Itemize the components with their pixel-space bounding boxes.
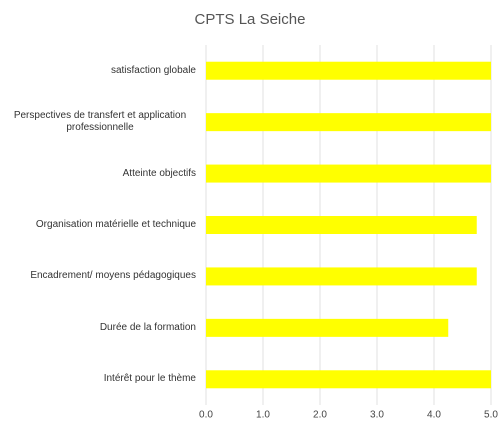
bar xyxy=(206,113,491,132)
x-tick-label: 5.0 xyxy=(484,410,498,421)
y-tick-label: satisfaction globale xyxy=(110,64,196,76)
category-label-box: Organisation matérielle et technique xyxy=(4,219,196,231)
x-tick-label: 2.0 xyxy=(313,410,327,421)
bar xyxy=(206,318,449,337)
category-label-box: Encadrement/ moyens pédagogiques xyxy=(4,270,196,282)
category-label-box: Intérêt pour le thème xyxy=(4,373,196,385)
x-tick-label: 3.0 xyxy=(370,410,384,421)
category-label-box: Durée de la formation xyxy=(4,322,196,334)
bar xyxy=(206,216,477,234)
category-label-box: Perspectives de transfert et application… xyxy=(4,110,196,134)
chart-title: CPTS La Seiche xyxy=(195,11,306,28)
bar xyxy=(206,164,491,183)
x-tick-label: 4.0 xyxy=(427,410,441,421)
y-tick-label: Intérêt pour le thème xyxy=(103,373,196,385)
category-label-box: satisfaction globale xyxy=(4,65,196,77)
y-tick-label: Organisation matérielle et technique xyxy=(35,219,196,230)
y-tick-label: Durée de la formation xyxy=(99,321,196,333)
x-tick-label: 1.0 xyxy=(256,410,270,421)
bar xyxy=(206,61,491,80)
bar xyxy=(206,267,477,286)
y-tick-label: Perspectives de transfert et application… xyxy=(13,110,187,134)
x-tick-label: 0.0 xyxy=(199,410,213,421)
y-tick-label: Encadrement/ moyens pédagogiques xyxy=(30,270,196,282)
category-label-box: Atteinte objectifs xyxy=(4,168,196,180)
y-tick-label: Atteinte objectifs xyxy=(122,167,196,179)
bar xyxy=(206,370,491,389)
